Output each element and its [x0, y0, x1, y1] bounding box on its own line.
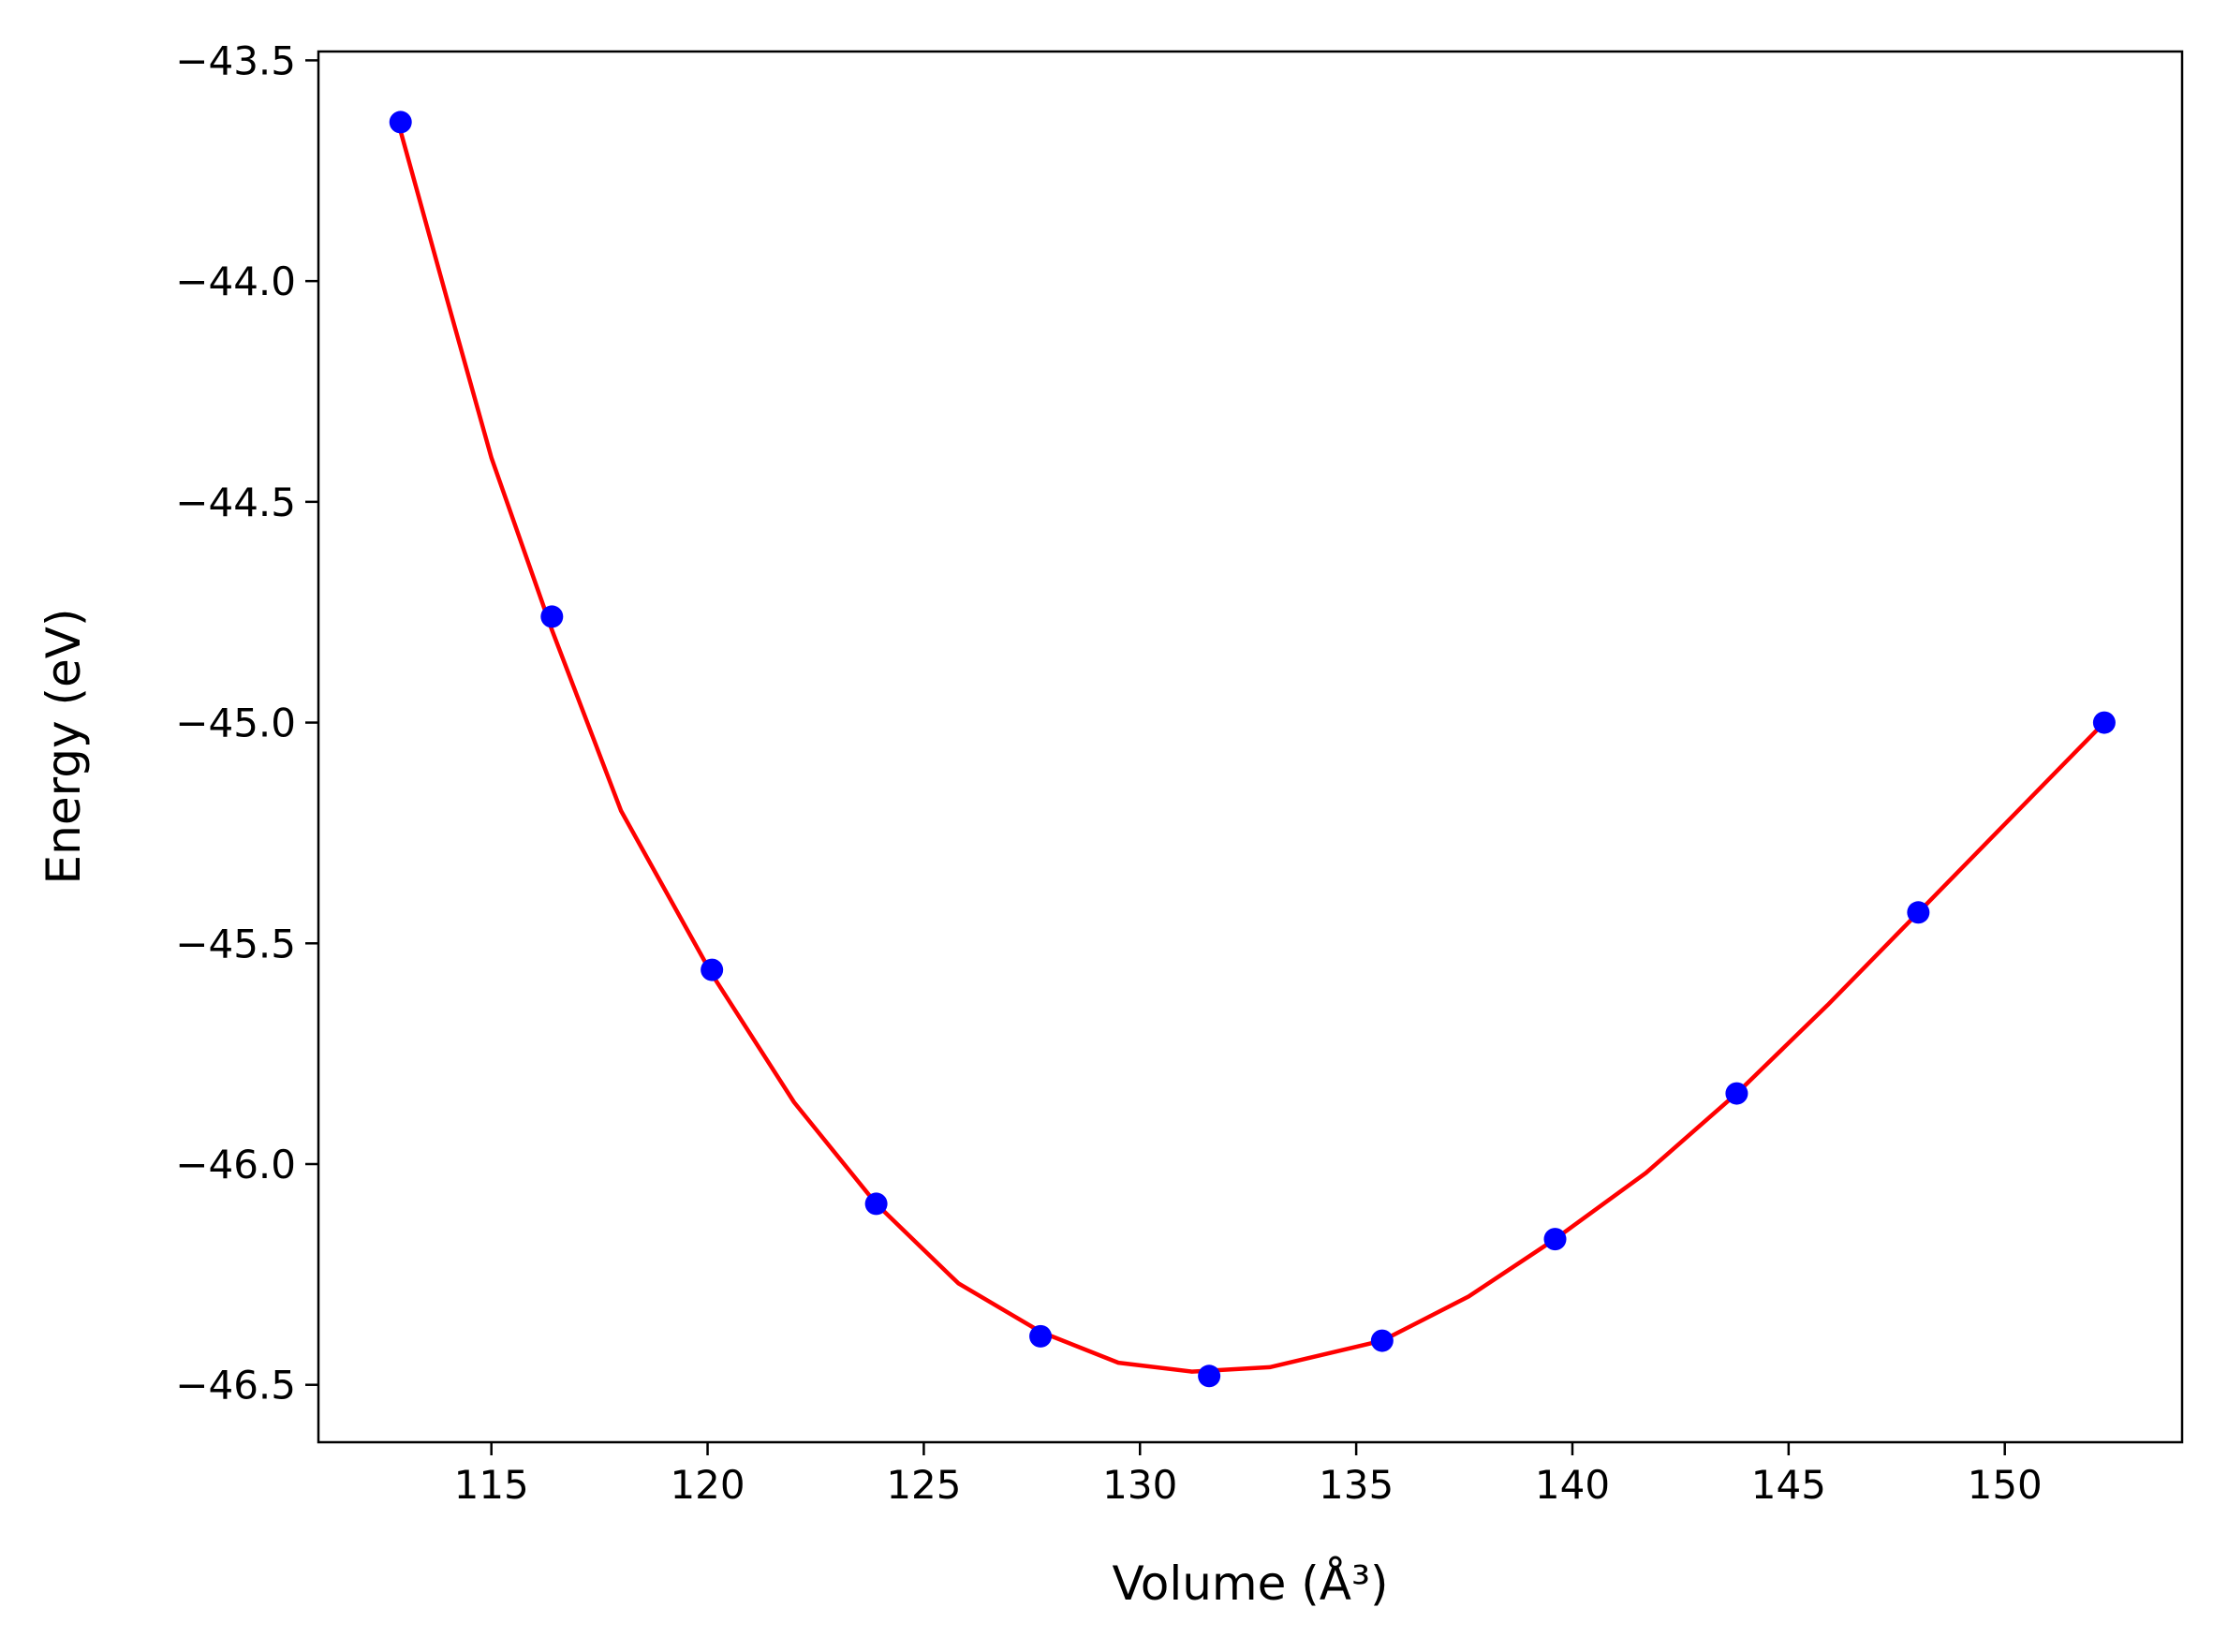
y-tick-label: −44.0	[175, 258, 296, 304]
x-tick-label: 140	[1535, 1462, 1610, 1508]
y-tick-label: −44.5	[175, 479, 296, 525]
data-point	[1029, 1324, 1053, 1348]
x-tick-label: 125	[886, 1462, 961, 1508]
axes-frame	[317, 50, 2184, 1444]
y-axis-label: Energy (eV)	[37, 609, 91, 885]
x-tick-label: 150	[1968, 1462, 2043, 1508]
x-tick-label: 120	[670, 1462, 745, 1508]
data-point	[2092, 711, 2116, 734]
x-tick-label: 135	[1319, 1462, 1394, 1508]
axis-ticks: 115 120 125 130 135 140 145 150 −43.5 −44.0 −44.5 −…	[175, 37, 2043, 1508]
data-point	[1907, 901, 1930, 924]
data-point	[1543, 1228, 1567, 1251]
data-point	[864, 1192, 888, 1216]
y-tick-label: −46.5	[175, 1363, 296, 1409]
x-tick-label: 115	[454, 1462, 529, 1508]
data-point	[1725, 1082, 1748, 1105]
data-point	[701, 958, 724, 981]
data-point	[540, 605, 564, 628]
x-tick-label: 130	[1102, 1462, 1177, 1508]
x-tick-label: 145	[1751, 1462, 1826, 1508]
plot-area	[389, 111, 2116, 1388]
x-axis-label: Volume (Å³)	[1112, 1556, 1388, 1611]
fit-curve	[398, 130, 2106, 1374]
y-tick-label: −45.0	[175, 701, 296, 746]
y-tick-label: −46.0	[175, 1142, 296, 1187]
data-point	[1370, 1329, 1394, 1352]
y-tick-label: −43.5	[175, 37, 296, 83]
y-tick-label: −45.5	[175, 921, 296, 966]
data-point	[1198, 1364, 1221, 1388]
data-point	[389, 111, 412, 134]
